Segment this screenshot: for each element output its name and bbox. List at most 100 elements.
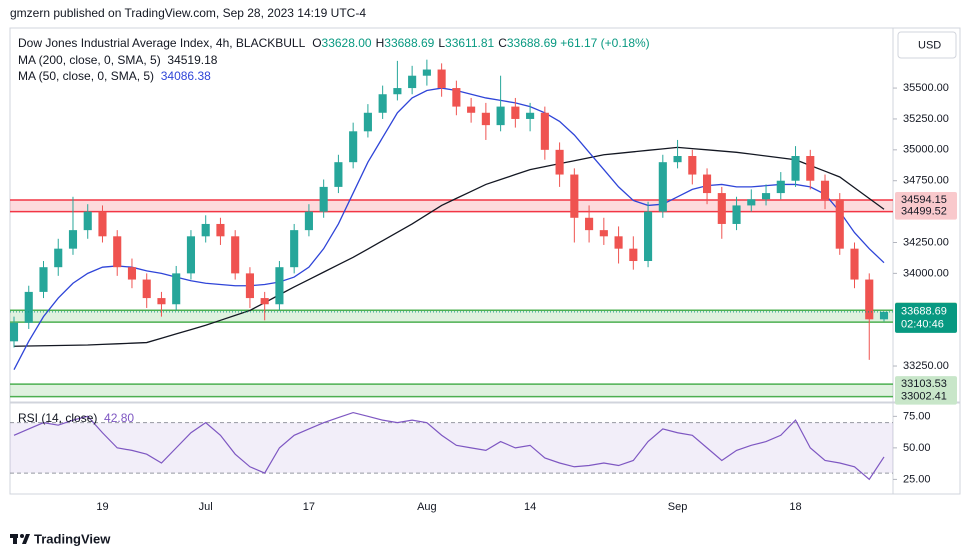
y-tick-label: 34250.00 bbox=[903, 236, 949, 248]
candle-body bbox=[260, 298, 269, 305]
candle-body bbox=[127, 267, 137, 280]
y-tick-label: 34750.00 bbox=[903, 175, 949, 187]
x-tick-label: 17 bbox=[303, 501, 315, 513]
level-tag-label: 33103.53 bbox=[901, 378, 947, 390]
ohlc-prefix: C bbox=[498, 36, 507, 50]
legend-ma50: MA (50, close, 0, SMA, 5) 34086.38 bbox=[18, 69, 211, 83]
rsi-value: 42.80 bbox=[104, 411, 135, 425]
axes: 35500.00 35250.00 35000.00 34750.00 34250.00… bbox=[96, 82, 957, 513]
rsi-y-tick-label: 25.00 bbox=[903, 473, 931, 485]
candle-body bbox=[275, 267, 284, 305]
footer-brand: TradingView bbox=[34, 531, 111, 546]
rsi-band bbox=[10, 422, 893, 474]
candle-body bbox=[142, 279, 151, 299]
candle-body bbox=[452, 88, 461, 107]
candle-body bbox=[349, 131, 358, 163]
candle-body bbox=[216, 223, 225, 237]
current-price-tag bbox=[895, 302, 957, 333]
zone bbox=[10, 199, 893, 212]
candle-body bbox=[614, 236, 623, 249]
moving-average bbox=[13, 146, 885, 347]
candle-body bbox=[201, 223, 210, 237]
legend-rsi: RSI (14, close) 42.80 bbox=[18, 411, 134, 425]
ohlc-values: O33628.00 H33688.69 L33611.81 C33688.69 bbox=[308, 36, 557, 50]
candle-body bbox=[24, 291, 33, 323]
currency-button[interactable] bbox=[897, 31, 957, 59]
ma-name: MA (200, close, 0, SMA, 5) bbox=[18, 53, 161, 67]
ma-value: 34086.38 bbox=[160, 69, 211, 83]
candle-body bbox=[585, 217, 594, 231]
candle-body bbox=[511, 106, 520, 119]
candle-body bbox=[157, 298, 166, 305]
currency-label[interactable]: USD bbox=[918, 39, 941, 51]
candle-body bbox=[98, 211, 107, 237]
legend-ma200: MA (200, close, 0, SMA, 5) 34519.18 bbox=[18, 53, 217, 67]
candle-body bbox=[747, 199, 756, 206]
ohlc-value: 33688.69 bbox=[506, 36, 557, 50]
candle-body bbox=[717, 193, 726, 224]
y-tick-label: 35250.00 bbox=[903, 113, 949, 125]
candle-body bbox=[334, 162, 343, 187]
rsi-name: RSI (14, close) bbox=[18, 411, 98, 425]
change-value: +61.17 (+0.18%) bbox=[560, 36, 650, 50]
instrument-title: Dow Jones Industrial Average Index, 4h, … bbox=[18, 36, 305, 50]
candle-body bbox=[644, 211, 653, 262]
footer-logo bbox=[10, 534, 30, 544]
candle-body bbox=[555, 149, 564, 175]
candle-body bbox=[231, 236, 240, 274]
candle-body bbox=[68, 230, 78, 249]
candle-body bbox=[437, 69, 446, 89]
candle-body bbox=[290, 230, 299, 268]
candle-body bbox=[54, 248, 63, 268]
rsi-y-tick-label: 50.00 bbox=[903, 442, 931, 454]
legend-main: Dow Jones Industrial Average Index, 4h, … bbox=[18, 36, 650, 50]
ma-value: 34519.18 bbox=[167, 53, 218, 67]
main-pane bbox=[10, 59, 893, 398]
rsi-y-tick-label: 75.00 bbox=[903, 410, 931, 422]
x-tick-label: 18 bbox=[789, 501, 801, 513]
candle-body bbox=[526, 112, 535, 119]
candle-body bbox=[10, 322, 19, 342]
attribution: gmzern published on TradingView.com, Sep… bbox=[10, 6, 366, 20]
candle-body bbox=[791, 156, 800, 181]
candle-body bbox=[865, 279, 874, 320]
candle-body bbox=[540, 112, 549, 150]
candle-body bbox=[467, 106, 476, 113]
candle-body bbox=[820, 180, 830, 200]
candle-body bbox=[172, 273, 181, 305]
level-tag bbox=[895, 388, 957, 405]
ohlc-value: 33611.81 bbox=[445, 36, 495, 50]
zone bbox=[10, 310, 893, 323]
candle-body bbox=[629, 248, 638, 262]
candle-body bbox=[408, 75, 417, 89]
candle-body bbox=[363, 112, 372, 132]
ohlc-prefix: O bbox=[312, 36, 322, 50]
current-price-label: 33688.69 bbox=[901, 306, 947, 318]
candle-body bbox=[850, 248, 859, 280]
candle-body bbox=[39, 267, 48, 292]
level-tag bbox=[895, 203, 957, 220]
ma-name: MA (50, close, 0, SMA, 5) bbox=[18, 69, 155, 83]
rsi-pane bbox=[10, 411, 893, 481]
level-tag bbox=[895, 376, 957, 393]
rsi-line bbox=[13, 411, 885, 481]
level-tag-label: 34594.15 bbox=[901, 194, 947, 206]
candle-body bbox=[83, 211, 92, 231]
x-tick-label: 19 bbox=[96, 501, 108, 513]
x-tick-label: Sep bbox=[668, 501, 688, 513]
candle-body bbox=[761, 193, 771, 200]
candle-body bbox=[599, 230, 608, 237]
level-tag-label: 34499.52 bbox=[901, 206, 947, 218]
candle-body bbox=[688, 156, 697, 175]
candle-body bbox=[481, 112, 490, 126]
candle-body bbox=[702, 174, 712, 194]
zone bbox=[10, 384, 893, 397]
candle-body bbox=[673, 156, 682, 163]
y-tick-label: 34000.00 bbox=[903, 267, 949, 279]
candle-body bbox=[245, 273, 254, 299]
y-tick-label: 35500.00 bbox=[903, 82, 949, 94]
candle-body bbox=[835, 199, 844, 249]
x-tick-label: Jul bbox=[199, 501, 213, 513]
candle-body bbox=[186, 236, 196, 274]
